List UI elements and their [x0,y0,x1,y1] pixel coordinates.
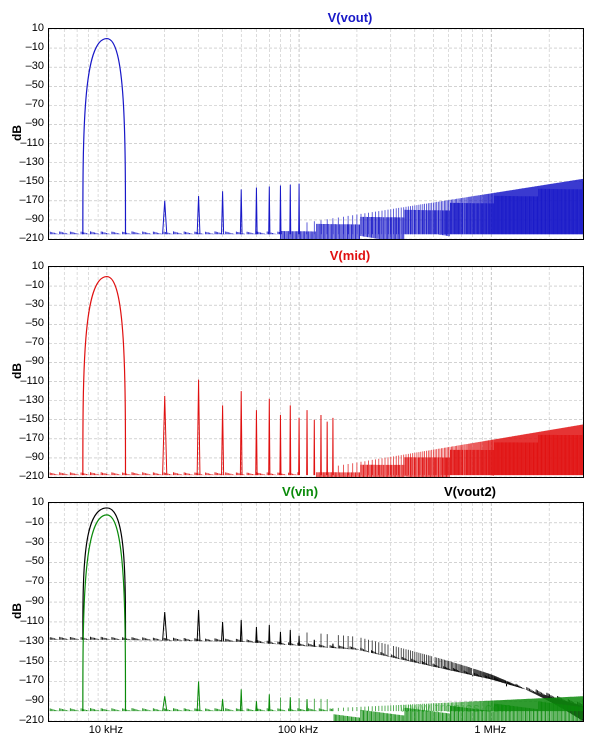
panel-title: V(vout) [250,10,450,25]
xtick-label: 100 kHz [268,724,328,736]
ytick-label: –70 [14,575,44,587]
ytick-label: –130 [14,156,44,168]
plot-area [48,502,584,722]
ytick-label: –90 [14,694,44,706]
ytick-label: –210 [14,714,44,726]
yaxis-label: dB [10,125,24,141]
ytick-label: –50 [14,79,44,91]
plot-area [48,266,584,478]
plot-svg [49,503,583,721]
xtick-label: 10 kHz [76,724,136,736]
ytick-label: –50 [14,555,44,567]
ytick-label: 10 [14,496,44,508]
ytick-label: –10 [14,516,44,528]
ytick-label: –170 [14,194,44,206]
ytick-label: –70 [14,98,44,110]
yaxis-label: dB [10,603,24,619]
ytick-label: –10 [14,41,44,53]
plot-svg [49,29,583,239]
panel-title: V(mid) [250,248,450,263]
ytick-label: 10 [14,22,44,34]
ytick-label: –170 [14,432,44,444]
ytick-label: –130 [14,635,44,647]
watermark-text: www.tronics.com [400,700,513,715]
ytick-label: –30 [14,536,44,548]
ytick-label: –70 [14,336,44,348]
panel-title: V(vout2) [370,484,570,499]
ytick-label: –10 [14,279,44,291]
ytick-label: –210 [14,470,44,482]
ytick-label: –150 [14,175,44,187]
ytick-label: –50 [14,317,44,329]
plot-area [48,28,584,240]
xtick-label: 1 MHz [460,724,520,736]
ytick-label: –30 [14,298,44,310]
plot-svg [49,267,583,477]
ytick-label: –90 [14,451,44,463]
yaxis-label: dB [10,363,24,379]
ytick-label: –30 [14,60,44,72]
ytick-label: –150 [14,655,44,667]
ytick-label: –170 [14,674,44,686]
ytick-label: –210 [14,232,44,244]
ytick-label: –130 [14,394,44,406]
ytick-label: 10 [14,260,44,272]
ytick-label: –90 [14,213,44,225]
ytick-label: –150 [14,413,44,425]
